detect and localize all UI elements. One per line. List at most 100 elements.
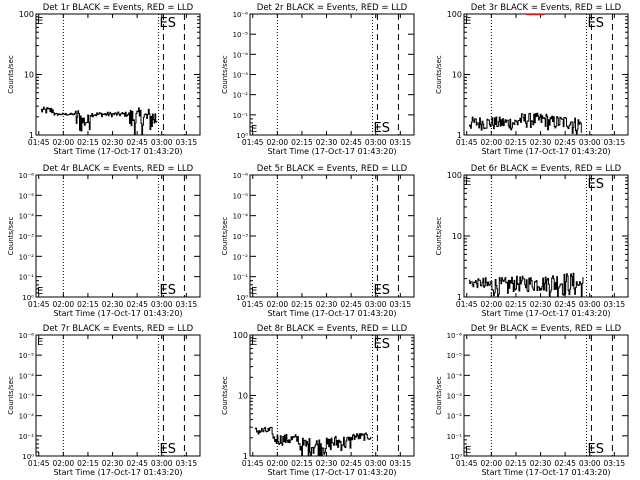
x-tick-label: 02:45	[340, 138, 362, 147]
e-glyph: E	[251, 124, 257, 135]
y-tick-label: 10⁻³	[19, 393, 35, 401]
x-tick-label: 03:00	[579, 300, 601, 309]
x-tick-label: 01:45	[242, 138, 264, 147]
y-tick-label: 10⁻²	[233, 253, 249, 261]
panel-title: Det 1r BLACK = Events, RED = LLD	[43, 3, 194, 13]
y-axis-label: Counts/sec	[221, 217, 229, 256]
y-tick-label: 10⁻³	[233, 72, 249, 80]
x-tick-label: 03:00	[151, 138, 173, 147]
plot-frame	[35, 13, 201, 136]
x-tick-label: 02:30	[316, 138, 338, 147]
y-tick-label: 10⁻⁶	[233, 172, 249, 180]
y-tick-label: 1	[457, 293, 462, 302]
y-tick-label: 10⁻⁵	[233, 192, 249, 200]
e-glyph: E	[251, 286, 257, 297]
panel-title: Det 3r BLACK = Events, RED = LLD	[471, 3, 622, 13]
y-tick-label: 10⁰	[22, 453, 34, 461]
x-tick-label: 03:15	[176, 459, 198, 468]
events-trace	[468, 272, 584, 298]
panel-title: Det 2r BLACK = Events, RED = LLD	[257, 3, 408, 13]
e-glyph: E	[251, 337, 257, 348]
panel-title: Det 4r BLACK = Events, RED = LLD	[43, 164, 194, 174]
y-tick-label: 10⁻¹	[447, 433, 463, 441]
es-annotation: ES	[160, 16, 176, 31]
x-axis-label: Start Time (17-Oct-17 01:43:20)	[267, 468, 396, 477]
es-annotation: ES	[160, 283, 176, 298]
y-axis-label: Counts/sec	[221, 55, 229, 94]
y-tick-label: 10⁻¹	[19, 274, 35, 282]
x-tick-label: 01:45	[242, 300, 264, 309]
x-tick-label: 01:45	[456, 138, 478, 147]
y-tick-label: 10⁻⁵	[19, 352, 35, 360]
x-tick-label: 02:00	[481, 138, 503, 147]
plot-frame	[463, 334, 629, 457]
e-glyph: E	[37, 16, 43, 27]
x-axis-label: Start Time (17-Oct-17 01:43:20)	[267, 309, 396, 318]
x-tick-label: 02:00	[267, 459, 289, 468]
x-tick-label: 02:45	[554, 459, 576, 468]
events-trace	[40, 106, 158, 136]
x-tick-label: 02:45	[554, 300, 576, 309]
x-axis-label: Start Time (17-Oct-17 01:43:20)	[267, 147, 396, 156]
y-tick-label: 100	[447, 171, 462, 180]
x-tick-label: 02:15	[291, 459, 313, 468]
x-tick-label: 02:00	[481, 459, 503, 468]
y-tick-label: 10⁻³	[19, 233, 35, 241]
events-trace	[468, 112, 583, 135]
y-tick-label: 10	[24, 71, 34, 80]
plot-frame	[249, 174, 415, 298]
x-tick-label: 02:30	[530, 459, 552, 468]
x-tick-label: 02:00	[481, 300, 503, 309]
x-tick-label: 02:45	[340, 300, 362, 309]
y-tick-label: 10⁻⁴	[447, 372, 463, 380]
y-tick-label: 10⁰	[22, 294, 34, 302]
x-tick-label: 02:30	[316, 300, 338, 309]
panel-title: Det 8r BLACK = Events, RED = LLD	[257, 324, 408, 334]
x-tick-label: 01:45	[28, 300, 50, 309]
e-glyph: E	[465, 177, 471, 188]
e-glyph: E	[37, 337, 43, 348]
panel-4: Det 4r BLACK = Events, RED = LLD 01:45 02:…	[7, 164, 201, 318]
y-tick-label: 10	[238, 392, 248, 401]
y-tick-label: 100	[447, 10, 462, 19]
es-annotation: ES	[374, 121, 390, 136]
x-tick-label: 03:00	[579, 138, 601, 147]
x-tick-label: 03:00	[579, 459, 601, 468]
y-tick-label: 10⁰	[450, 453, 462, 461]
x-tick-label: 02:45	[126, 138, 148, 147]
plot-frame	[35, 334, 201, 457]
es-annotation: ES	[160, 442, 176, 457]
panel-3: Det 3r BLACK = Events, RED = LLD 01:45 02:…	[435, 3, 629, 156]
x-axis-label: Start Time (17-Oct-17 01:43:20)	[481, 309, 610, 318]
panel-title: Det 5r BLACK = Events, RED = LLD	[257, 164, 408, 174]
es-annotation: ES	[588, 16, 604, 31]
y-tick-label: 10⁻³	[447, 393, 463, 401]
x-tick-label: 03:15	[390, 459, 412, 468]
y-tick-label: 10⁻⁴	[233, 213, 249, 221]
y-tick-label: 10⁰	[236, 294, 248, 302]
x-tick-label: 01:45	[456, 459, 478, 468]
x-tick-label: 03:15	[604, 138, 626, 147]
y-tick-label: 10⁻²	[19, 253, 35, 261]
es-annotation: ES	[588, 442, 604, 457]
y-tick-label: 10⁻⁶	[233, 11, 249, 19]
x-tick-label: 02:00	[53, 459, 75, 468]
x-tick-label: 02:15	[77, 138, 99, 147]
y-tick-label: 100	[19, 10, 34, 19]
y-tick-label: 10	[452, 232, 462, 241]
panel-5: Det 5r BLACK = Events, RED = LLD 01:45 02:…	[221, 164, 415, 318]
x-tick-label: 01:45	[28, 459, 50, 468]
x-tick-label: 03:15	[604, 300, 626, 309]
y-axis-label: Counts/sec	[435, 376, 443, 415]
x-tick-label: 02:00	[53, 300, 75, 309]
y-tick-label: 10⁻³	[233, 233, 249, 241]
y-tick-label: 10⁻²	[233, 92, 249, 100]
y-tick-label: 10⁻⁶	[19, 332, 35, 340]
x-tick-label: 02:30	[530, 300, 552, 309]
x-tick-label: 03:15	[604, 459, 626, 468]
x-axis-label: Start Time (17-Oct-17 01:43:20)	[53, 309, 182, 318]
